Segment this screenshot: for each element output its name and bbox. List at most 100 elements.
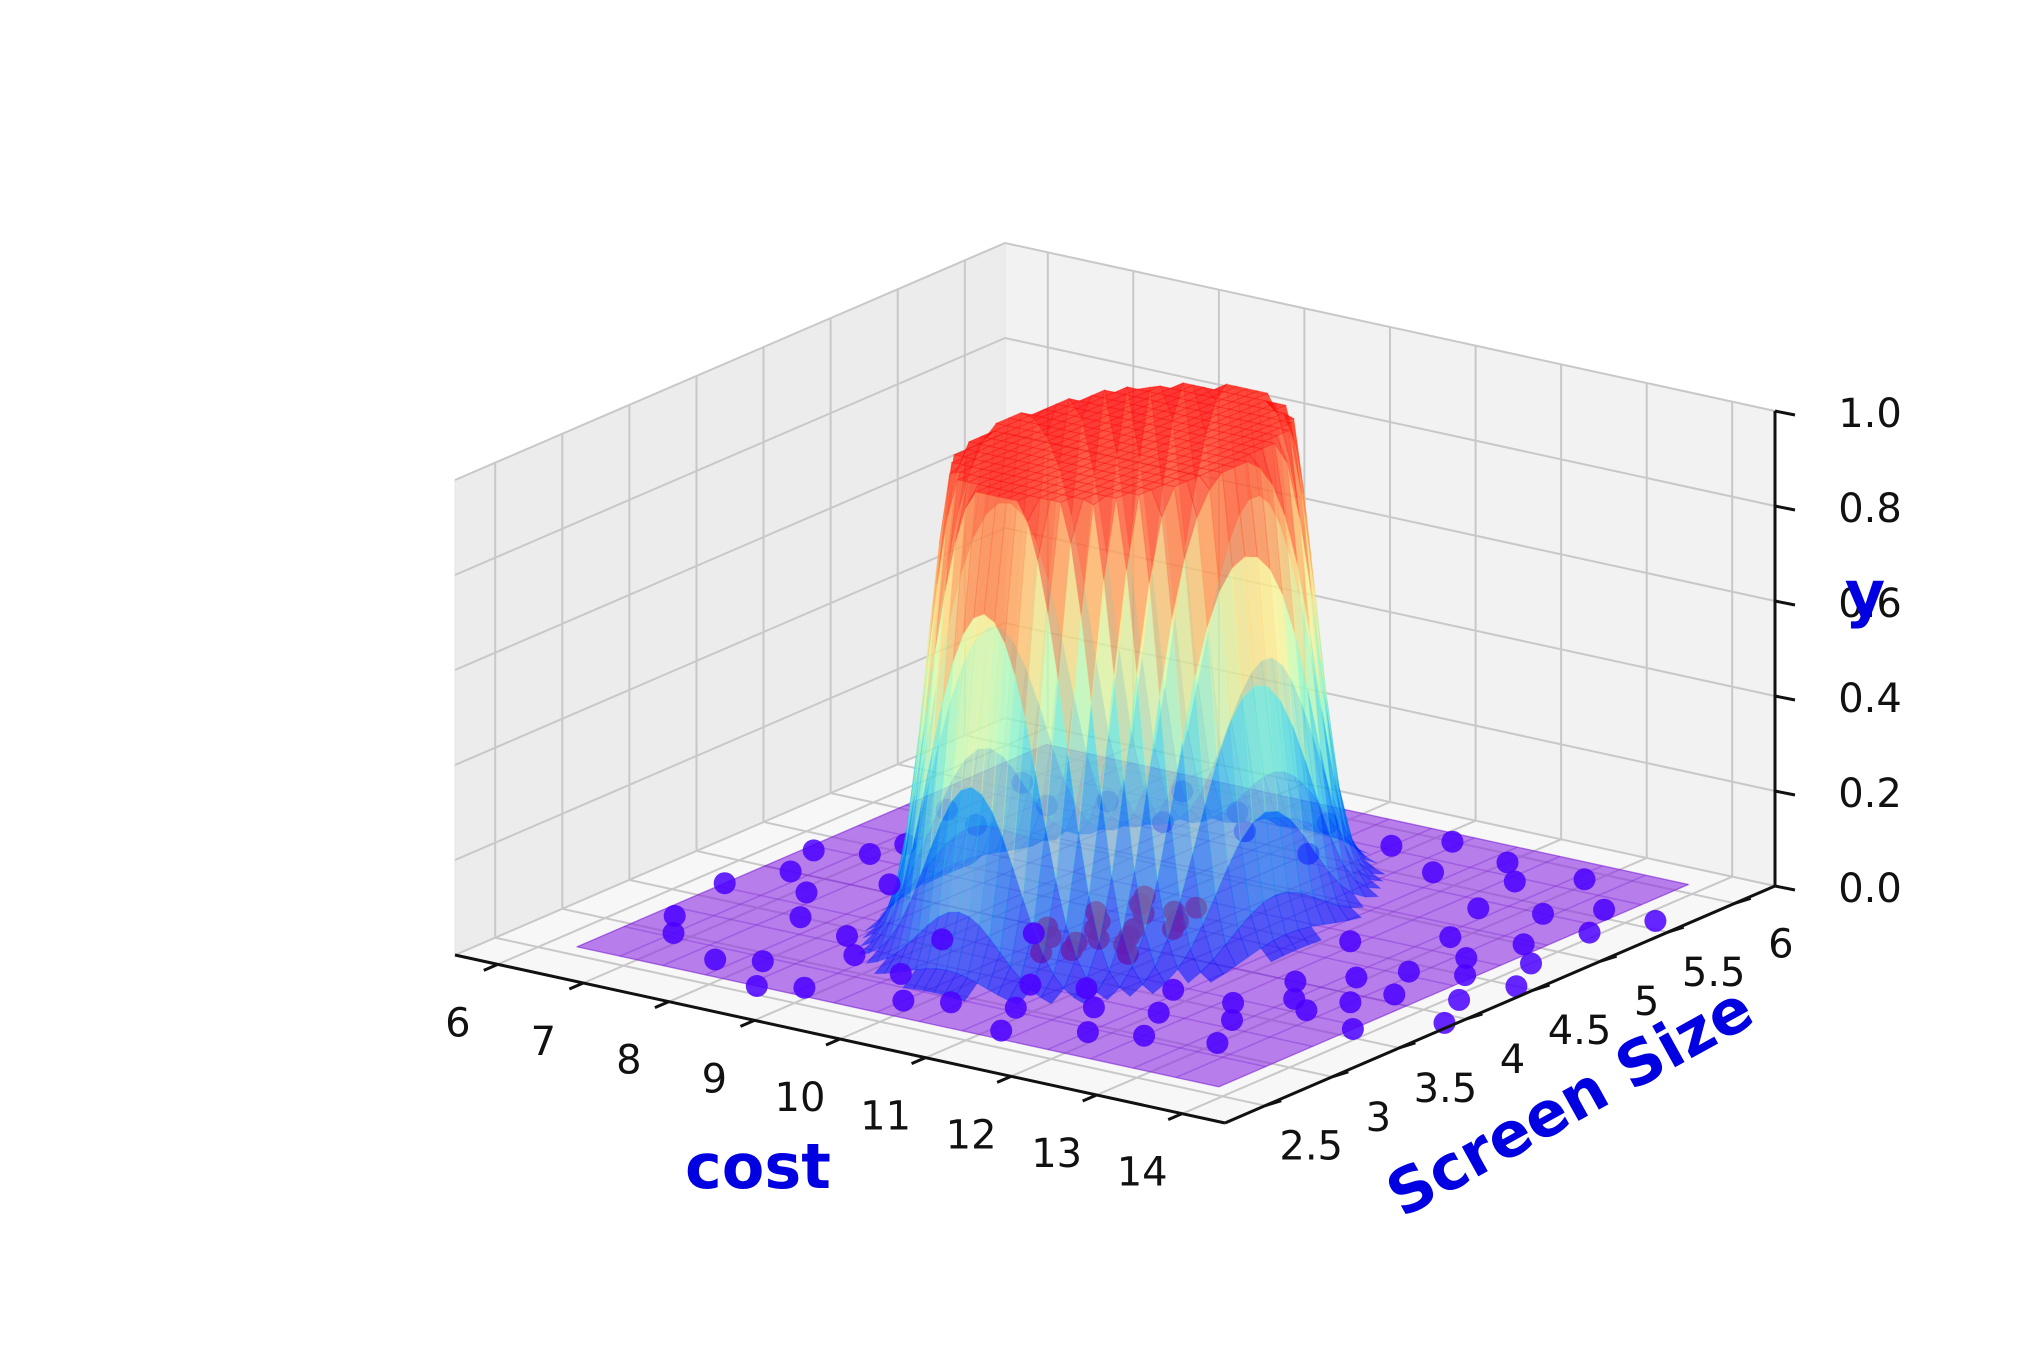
y-tick-mark [1734,896,1752,905]
scatter-point-class0 [1295,999,1318,1022]
scatter-point-class0 [751,950,774,973]
scatter-point-class0 [1422,861,1444,884]
tick-labels: 6 7 8 9 10 11 12 13 14 2.5 3 3.5 4 4.5 5 5.5 6 0.0 0.2 0.4 0… [445,391,1902,1196]
scatter-point-class0 [1573,868,1596,891]
scatter-point-class0 [1448,988,1471,1011]
z-tick-mark [1774,504,1796,512]
x-tick-label: 13 [1031,1131,1082,1177]
y-tick-mark [1667,925,1685,934]
scatter-point-class0 [1532,902,1554,925]
floor-mesh-line [1090,855,1561,1060]
scatter-point-class0 [940,991,962,1014]
y-tick-mark [1466,1012,1483,1021]
y-tick-mark [1398,1041,1416,1050]
x-tick-mark [568,981,584,991]
scatter-point-class0 [793,976,816,999]
x-tick-mark [996,1074,1012,1084]
scatter-point-class0 [1578,921,1601,944]
scatter-point-class0 [1019,973,1042,996]
surface-patch [1119,966,1144,997]
x-tick-label: 10 [775,1075,826,1121]
y-tick-label: 2.5 [1279,1124,1343,1170]
z-tick-mark [1774,884,1796,892]
z-tick-label: 1.0 [1838,391,1902,437]
x-tick-label: 7 [531,1019,556,1065]
scatter-point-class0 [858,843,881,865]
scatter-point-class0 [1221,1009,1243,1031]
scatter-point-class0 [990,1019,1013,1042]
scatter-point-class0 [1082,996,1105,1019]
surface-patch [1199,958,1225,983]
y-axis-line [1224,884,1776,1125]
scatter-point-class0 [1380,834,1403,857]
scatter-point-class0 [1397,960,1420,983]
scatter-point-class0 [789,906,812,929]
scatter-point-class0 [795,881,818,904]
floor-mesh-line [576,946,1219,1088]
scatter-point-class0 [1162,978,1185,1001]
scatter-point-class0 [1133,1024,1156,1047]
y-tick-mark [1264,1099,1282,1108]
scatter-point-class0 [704,948,727,971]
x-axis-label: cost [685,1130,831,1203]
x-tick-mark [825,1037,841,1047]
y-tick-mark [1600,954,1618,963]
x-tick-label: 6 [445,1000,470,1046]
scatter-point-class0 [713,872,736,895]
scatter-point-class0 [1496,851,1519,874]
scatter-point-class0 [802,839,825,862]
scatter-point-class0 [1512,933,1535,956]
scatter-point-class0 [1441,830,1464,853]
scatter-point-class0 [1455,947,1478,969]
scatter-point-class0 [1147,1001,1170,1024]
scatter-point-class0 [1503,870,1526,893]
x-tick-mark [739,1018,756,1028]
x-tick-label: 9 [702,1056,727,1102]
grid-line-z [454,241,1776,481]
scatter-point-class0 [878,873,901,896]
scatter-point-class0 [1467,897,1490,920]
x-tick-label: 11 [860,1094,911,1140]
x-tick-mark [483,962,499,972]
scatter-point-class0 [1345,966,1368,989]
scatter-point-class0 [1339,991,1362,1014]
scatter-point-class0 [779,860,802,883]
z-axis-label: y [1845,557,1885,630]
scatter-point-class0 [1284,970,1307,993]
scatter-point-class0 [889,962,912,985]
x-tick-mark [1082,1093,1098,1103]
z-tick-label: 0.8 [1838,486,1902,532]
z-tick-label: 0.2 [1838,771,1902,817]
z-tick-mark [1774,409,1796,417]
scatter-point-class0 [892,989,915,1012]
scatter-point-class0 [1076,1021,1099,1044]
x-tick-mark [1167,1112,1183,1122]
y-tick-mark [1533,983,1550,992]
scatter-point-class0 [1339,930,1362,953]
scatter-point-class0 [1206,1032,1229,1054]
z-tick-label: 0.4 [1838,676,1902,722]
z-tick-mark [1774,789,1796,797]
y-tick-label: 4 [1500,1037,1525,1083]
scatter-point-class0 [662,922,685,944]
x-tick-mark [910,1056,927,1066]
scatter-point-class0 [1505,975,1528,998]
y-tick-mark [1331,1070,1349,1079]
z-tick-mark [1774,599,1796,607]
x-tick-label: 12 [946,1112,997,1158]
y-tick-label: 3.5 [1414,1066,1478,1112]
x-tick-label: 8 [616,1038,641,1084]
scatter-point-class0 [1383,983,1406,1006]
scatter-point-class0 [1593,898,1616,921]
z-tick-mark [1774,694,1796,702]
y-tick-label: 5 [1634,979,1659,1025]
surface-patch [1177,948,1202,984]
grid-line-z [454,336,1776,576]
surface-patch [1040,973,1065,1005]
y-tick-label: 5.5 [1682,950,1746,996]
scatter-point-class0 [1644,909,1667,932]
z-tick-label: 0.6 [1838,581,1902,627]
scatter-point-class0 [1454,964,1477,987]
y-tick-label: 3 [1366,1095,1391,1141]
